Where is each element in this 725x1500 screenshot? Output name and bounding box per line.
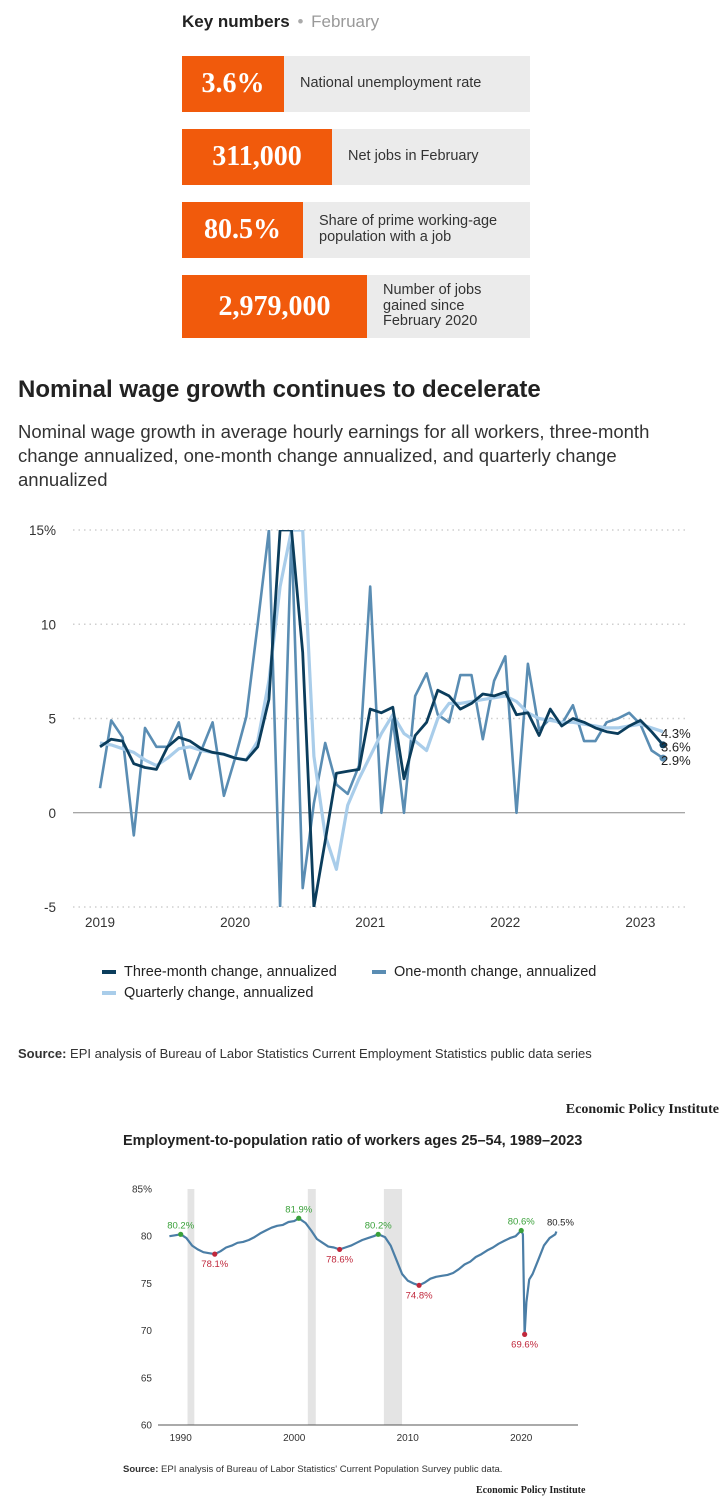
y-tick-label: 0 (48, 806, 56, 821)
epop-series-line (169, 1217, 558, 1336)
source-text: EPI analysis of Bureau of Labor Statisti… (161, 1464, 503, 1475)
epop-chart: 85% 80 75 70 65 60 1990 2000 2010 2020 80.2% 78.1% 8… (132, 1185, 578, 1444)
trough-label: 78.1% (201, 1259, 228, 1270)
key-number-row: 80.5% Share of prime working-age populat… (182, 202, 530, 258)
peak-label: 81.9% (285, 1204, 312, 1215)
y-tick-label: 5 (48, 712, 56, 727)
trough-marker (212, 1251, 218, 1257)
legend-label: Quarterly change, annualized (124, 985, 314, 1001)
key-number-value: 2,979,000 (182, 275, 367, 338)
key-number-label: Net jobs in February (348, 148, 479, 165)
legend-item-three-month: Three-month change, annualized (102, 964, 337, 980)
y-tick-label: 75 (141, 1279, 153, 1290)
legend-swatch (102, 970, 116, 974)
one-month-series-line (98, 530, 664, 907)
recession-band (307, 1189, 316, 1425)
legend-label: One-month change, annualized (394, 964, 597, 980)
x-tick-label: 2020 (510, 1433, 533, 1444)
y-tick-label: 70 (141, 1326, 153, 1337)
peak-label: 80.2% (167, 1220, 194, 1231)
publisher-footer: Economic Policy Institute (476, 1485, 586, 1496)
peak-marker (375, 1231, 381, 1237)
trough-marker (416, 1282, 422, 1288)
x-tick-label: 1990 (170, 1433, 193, 1444)
wage-chart-subtitle: Nominal wage growth in average hourly ea… (18, 421, 650, 491)
legend-label: Three-month change, annualized (124, 964, 337, 980)
key-number-value: 80.5% (182, 202, 303, 258)
wage-growth-chart: 15% 10 5 0 -5 2019 2020 2021 2022 2023 4.3%3.6%2.9… (29, 523, 691, 930)
peak-label: 80.6% (508, 1217, 535, 1228)
x-tick-label: 2019 (85, 915, 115, 930)
x-tick-label: 2021 (355, 915, 385, 930)
x-tick-label: 2022 (490, 915, 520, 930)
quarterly-series-line (99, 530, 664, 871)
latest-label: 80.5% (547, 1217, 574, 1228)
peak-marker (518, 1227, 524, 1234)
x-tick-label: 2023 (625, 915, 655, 930)
series-end-label: 3.6% (661, 740, 691, 755)
publisher-logo: Economic Policy Institute (565, 1102, 719, 1117)
epop-chart-source: Source: EPI analysis of Bureau of Labor … (123, 1464, 502, 1475)
legend-item-quarterly: Quarterly change, annualized (102, 985, 313, 1001)
series-end-dot (659, 754, 667, 762)
y-tick-label: 65 (141, 1373, 153, 1384)
source-text: EPI analysis of Bureau of Labor Statisti… (70, 1046, 592, 1061)
series-end-label: 4.3% (661, 726, 691, 741)
x-tick-label: 2010 (397, 1433, 420, 1444)
source-label: Source: (123, 1464, 159, 1475)
key-number-row: 311,000 Net jobs in February (182, 129, 530, 185)
key-number-label: National unemployment rate (300, 75, 482, 92)
y-tick-label: 60 (141, 1421, 153, 1432)
legend-swatch (102, 991, 116, 995)
x-tick-label: 2000 (283, 1433, 306, 1444)
legend-item-one-month: One-month change, annualized (372, 964, 596, 980)
wage-chart-source: Source: EPI analysis of Bureau of Labor … (18, 1046, 592, 1061)
y-tick-label: 15% (29, 523, 56, 538)
peak-label: 80.2% (365, 1220, 392, 1231)
key-number-row: 2,979,000 Number of jobs gained since Fe… (182, 275, 530, 338)
epop-chart-title: Employment-to-population ratio of worker… (123, 1133, 583, 1149)
recession-band (383, 1189, 403, 1425)
trough-label: 74.8% (406, 1290, 433, 1301)
trough-label: 78.6% (326, 1254, 353, 1265)
key-numbers-subtitle: February (311, 12, 380, 31)
key-number-value: 311,000 (182, 129, 332, 185)
y-tick-label: 80 (141, 1232, 153, 1243)
trough-marker (522, 1331, 528, 1337)
key-number-label: Number of jobs gained since February 202… (383, 281, 482, 330)
recession-band (187, 1189, 195, 1425)
wage-chart-title: Nominal wage growth continues to deceler… (18, 376, 541, 403)
peak-marker (296, 1215, 302, 1221)
y-tick-label: 85% (132, 1185, 152, 1196)
y-tick-label: -5 (44, 900, 56, 915)
peak-marker (178, 1231, 184, 1237)
header-separator: • (297, 12, 304, 31)
series-end-dot (659, 741, 667, 749)
legend-swatch (372, 970, 386, 974)
y-tick-label: 10 (41, 617, 56, 632)
key-numbers-header: Key numbers • February (182, 12, 379, 32)
x-tick-label: 2020 (220, 915, 250, 930)
key-number-row: 3.6% National unemployment rate (182, 56, 530, 112)
series-end-label: 2.9% (661, 753, 691, 768)
trough-label: 69.6% (511, 1339, 538, 1350)
three-month-series-line (99, 530, 665, 907)
trough-marker (337, 1246, 343, 1253)
source-label: Source: (18, 1046, 67, 1061)
key-numbers-title: Key numbers (182, 12, 290, 31)
key-number-value: 3.6% (182, 56, 284, 112)
key-number-label: Share of prime working-age population wi… (319, 213, 498, 245)
